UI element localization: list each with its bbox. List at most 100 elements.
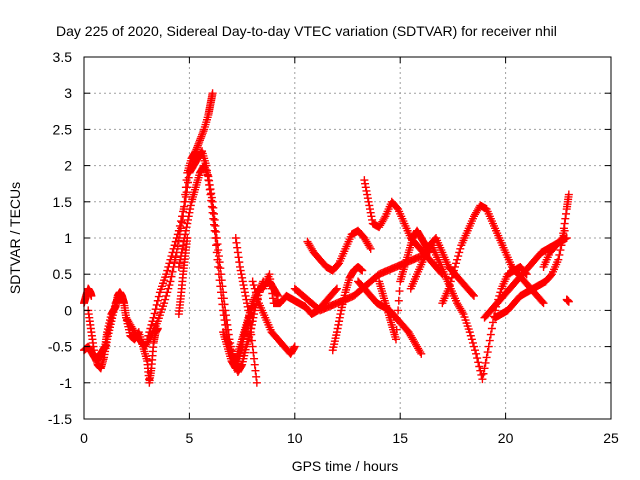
data-point (249, 348, 258, 357)
data-point (154, 292, 163, 301)
data-point (273, 290, 282, 299)
data-point (198, 130, 207, 139)
data-point (223, 320, 232, 329)
data-point (474, 358, 483, 367)
data-point (214, 252, 223, 261)
data-point (561, 214, 570, 223)
data-point (143, 335, 152, 344)
data-point (202, 168, 211, 177)
data-point (239, 281, 248, 290)
y-tick-label: 3 (64, 85, 72, 101)
data-point (203, 170, 212, 179)
data-point (214, 246, 223, 255)
data-point (446, 277, 455, 286)
data-point (173, 230, 182, 239)
data-point (195, 138, 204, 147)
data-point (184, 212, 193, 221)
data-point (458, 308, 467, 317)
data-point (333, 324, 342, 333)
data-point (479, 369, 488, 378)
data-point (444, 284, 453, 293)
series-arc-10 (248, 277, 299, 358)
data-point (176, 217, 185, 226)
data-point (241, 291, 250, 300)
data-point (238, 273, 247, 282)
data-point (165, 281, 174, 290)
data-point (209, 220, 218, 229)
data-point (194, 139, 203, 148)
data-point (558, 234, 567, 242)
data-point (206, 185, 215, 194)
data-point (268, 289, 277, 298)
data-point (249, 297, 258, 306)
data-point (208, 89, 217, 98)
data-point (168, 267, 177, 276)
series-arc-3 (84, 291, 124, 373)
data-point (252, 372, 261, 381)
data-point (556, 246, 565, 255)
series-arc-7 (174, 234, 192, 319)
data-point (243, 302, 252, 311)
data-point (216, 264, 225, 273)
data-point (416, 348, 425, 357)
data-point (115, 291, 124, 300)
data-point (209, 203, 218, 212)
data-point (196, 134, 205, 143)
data-point (207, 189, 216, 198)
series-arc-17 (375, 226, 434, 344)
data-point (394, 296, 403, 305)
series-arc-4 (122, 89, 217, 351)
data-point (469, 291, 478, 300)
data-point (146, 324, 155, 333)
data-point (250, 354, 259, 363)
data-point (115, 293, 124, 302)
data-point (486, 330, 495, 339)
data-point (364, 197, 373, 206)
series-arc-14 (328, 262, 367, 355)
data-point (180, 202, 189, 211)
data-point (252, 378, 261, 387)
data-point (162, 291, 171, 300)
data-point (394, 306, 403, 315)
data-point (538, 297, 547, 306)
data-point (539, 299, 548, 308)
data-point (559, 224, 568, 233)
data-point (252, 291, 261, 300)
data-point (204, 172, 213, 181)
data-point (360, 176, 369, 185)
data-point (220, 300, 229, 309)
x-tick-label: 5 (186, 430, 194, 446)
data-point (362, 186, 371, 195)
data-point (247, 330, 256, 339)
chart-title: Day 225 of 2020, Sidereal Day-to-day VTE… (56, 23, 557, 39)
data-point (212, 241, 221, 250)
data-point (472, 349, 481, 358)
data-point (235, 262, 244, 271)
data-point (560, 219, 569, 228)
data-point (245, 318, 254, 327)
data-point (210, 215, 219, 224)
data-point (198, 129, 207, 138)
data-point (164, 284, 173, 293)
data-point (186, 201, 195, 210)
y-tick-label: 0 (64, 302, 72, 318)
data-point (366, 244, 375, 253)
data-point (246, 324, 255, 333)
data-point (240, 284, 249, 293)
data-point (208, 208, 217, 217)
data-point (192, 145, 201, 154)
data-point (183, 219, 192, 228)
data-point (181, 226, 190, 235)
data-point (215, 258, 224, 267)
data-point (245, 312, 254, 321)
data-point (209, 214, 218, 223)
data-point (166, 277, 175, 286)
data-point (233, 243, 242, 252)
data-point (363, 194, 372, 203)
data-point (331, 285, 340, 294)
data-point (265, 270, 274, 279)
data-point (183, 215, 192, 224)
data-point (250, 310, 259, 319)
data-point (152, 300, 161, 309)
